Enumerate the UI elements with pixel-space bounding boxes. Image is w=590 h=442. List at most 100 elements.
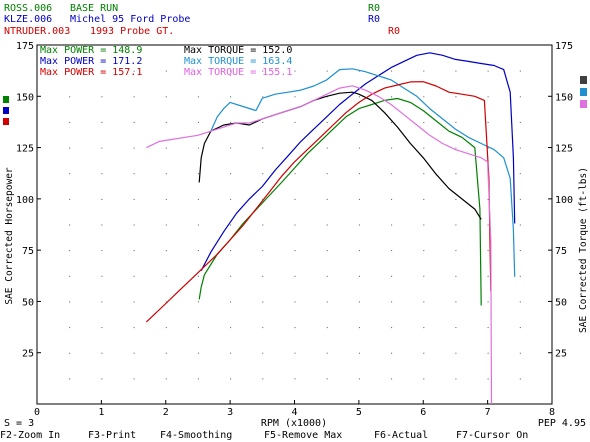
grid-dot <box>294 352 296 354</box>
grid-dot <box>262 121 264 123</box>
grid-dot <box>197 173 199 175</box>
print-key[interactable]: F3-Print <box>88 430 136 441</box>
grid-dot <box>230 173 232 175</box>
actual-key[interactable]: F6-Actual <box>374 430 428 441</box>
grid-dot <box>391 121 393 123</box>
grid-dot <box>230 224 232 226</box>
grid-dot <box>358 301 360 303</box>
smoothing-key[interactable]: F4-Smoothing <box>160 430 232 441</box>
grid-dot <box>294 121 296 123</box>
max-power-1: Max POWER = 148.9 <box>40 45 142 56</box>
max-torque-2: Max TORQUE = 163.4 <box>184 56 292 67</box>
grid-dot <box>101 70 103 72</box>
grid-dot <box>101 198 103 200</box>
grid-dot <box>423 275 425 277</box>
cursor-on-key[interactable]: F7-Cursor On <box>456 430 528 441</box>
grid-dot <box>101 275 103 277</box>
x-tick-label: 2 <box>163 407 169 418</box>
grid-dot <box>262 301 264 303</box>
grid-dot <box>165 96 167 98</box>
grid-dot <box>69 301 71 303</box>
y-tick-label-right: 25 <box>555 349 567 360</box>
grid-dot <box>101 378 103 380</box>
grid-dot <box>197 327 199 329</box>
y-axis-title-right: SAE Corrected Torque (ft-lbs) <box>578 167 589 333</box>
grid-dot <box>69 198 71 200</box>
grid-dot <box>358 250 360 252</box>
grid-dot <box>391 250 393 252</box>
grid-dot <box>262 173 264 175</box>
y-axis-title-left: SAE Corrected Horsepower <box>4 167 15 305</box>
grid-dot <box>455 378 457 380</box>
grid-dot <box>69 352 71 354</box>
grid-dot <box>487 301 489 303</box>
grid-dot <box>165 250 167 252</box>
x-axis-title: RPM (x1000) <box>261 418 327 429</box>
grid-dot <box>326 250 328 252</box>
grid-dot <box>165 352 167 354</box>
grid-dot <box>197 198 199 200</box>
grid-dot <box>391 224 393 226</box>
grid-dot <box>423 301 425 303</box>
legend-right <box>580 76 587 108</box>
grid-dot <box>262 378 264 380</box>
grid-dot <box>455 275 457 277</box>
grid-dot <box>101 173 103 175</box>
grid-dot <box>133 378 135 380</box>
grid-dot <box>487 198 489 200</box>
grid-dot <box>294 301 296 303</box>
grid-dot <box>294 275 296 277</box>
grid-dot <box>519 224 521 226</box>
ticks: 0 1 2 3 4 5 6 7 8 25 25 50 50 75 75 100 100 125 125 150 150 1… <box>16 41 573 418</box>
grid-dot <box>69 70 71 72</box>
run-1-file: ROSS.006 <box>4 3 52 14</box>
grid-dot <box>165 224 167 226</box>
grid-dot <box>326 301 328 303</box>
grid-dot <box>133 70 135 72</box>
grid-dot <box>230 275 232 277</box>
grid-dot <box>101 301 103 303</box>
legend-square-left-1 <box>3 96 9 103</box>
grid-dot <box>487 327 489 329</box>
grid-dot <box>391 70 393 72</box>
grid-dot <box>101 96 103 98</box>
grid-dot <box>391 378 393 380</box>
grid-dot <box>519 198 521 200</box>
grid-dot <box>197 70 199 72</box>
grid-dot <box>69 275 71 277</box>
grid-dot <box>165 173 167 175</box>
grid-dot <box>133 275 135 277</box>
run-1-flag: R0 <box>368 3 380 14</box>
grid-dot <box>519 173 521 175</box>
grid-dot <box>423 198 425 200</box>
grid-dot <box>358 121 360 123</box>
grid-dot <box>165 70 167 72</box>
x-tick-label: 0 <box>34 407 40 418</box>
grid-dot <box>133 327 135 329</box>
legend-square-right-1 <box>580 76 587 84</box>
grid-dot <box>133 301 135 303</box>
grid-dot <box>197 275 199 277</box>
max-torque-3: Max TORQUE = 155.1 <box>184 67 292 78</box>
zoom-in-key[interactable]: F2-Zoom In <box>0 430 60 441</box>
grid-dot <box>519 96 521 98</box>
grid-dot <box>101 250 103 252</box>
y-tick-label-right: 75 <box>555 246 567 257</box>
run-list: ROSS.006 BASE RUN R0 KLZE.006 Michel 95 … <box>4 3 400 37</box>
grid-dot <box>423 173 425 175</box>
max-torque-1: Max TORQUE = 152.0 <box>184 45 292 56</box>
grid-dot <box>487 275 489 277</box>
grid-dot <box>326 147 328 149</box>
grid-dot <box>230 147 232 149</box>
grid-dot <box>487 147 489 149</box>
x-tick-label: 3 <box>227 407 233 418</box>
grid-dot <box>197 378 199 380</box>
grid-dot <box>294 70 296 72</box>
grid-dot <box>423 70 425 72</box>
grid-dot <box>487 250 489 252</box>
grid-dot <box>358 198 360 200</box>
grid-dot <box>423 327 425 329</box>
grid-dot <box>519 327 521 329</box>
remove-max-key[interactable]: F5-Remove Max <box>264 430 342 441</box>
grid-dot <box>487 121 489 123</box>
